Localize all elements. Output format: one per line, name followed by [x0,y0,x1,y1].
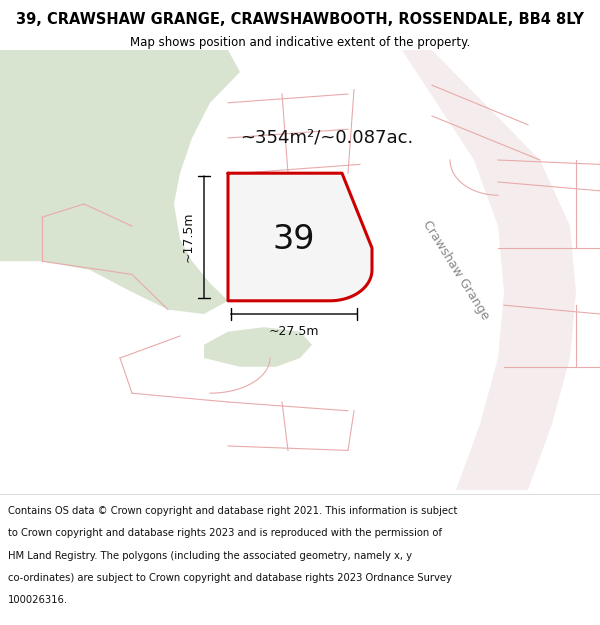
Polygon shape [204,328,312,367]
Text: Contains OS data © Crown copyright and database right 2021. This information is : Contains OS data © Crown copyright and d… [8,506,457,516]
Text: 39, CRAWSHAW GRANGE, CRAWSHAWBOOTH, ROSSENDALE, BB4 8LY: 39, CRAWSHAW GRANGE, CRAWSHAWBOOTH, ROSS… [16,12,584,28]
Text: 39: 39 [273,222,315,256]
Text: ~354m²/~0.087ac.: ~354m²/~0.087ac. [240,129,413,147]
Text: to Crown copyright and database rights 2023 and is reproduced with the permissio: to Crown copyright and database rights 2… [8,529,442,539]
Polygon shape [348,50,576,490]
Text: Map shows position and indicative extent of the property.: Map shows position and indicative extent… [130,36,470,49]
Text: co-ordinates) are subject to Crown copyright and database rights 2023 Ordnance S: co-ordinates) are subject to Crown copyr… [8,573,452,583]
Text: Crawshaw Grange: Crawshaw Grange [420,218,492,322]
Polygon shape [228,173,372,301]
Text: ~27.5m: ~27.5m [269,325,319,338]
Text: HM Land Registry. The polygons (including the associated geometry, namely x, y: HM Land Registry. The polygons (includin… [8,551,412,561]
Text: 100026316.: 100026316. [8,595,68,605]
Polygon shape [0,50,240,314]
Text: ~17.5m: ~17.5m [182,212,195,262]
